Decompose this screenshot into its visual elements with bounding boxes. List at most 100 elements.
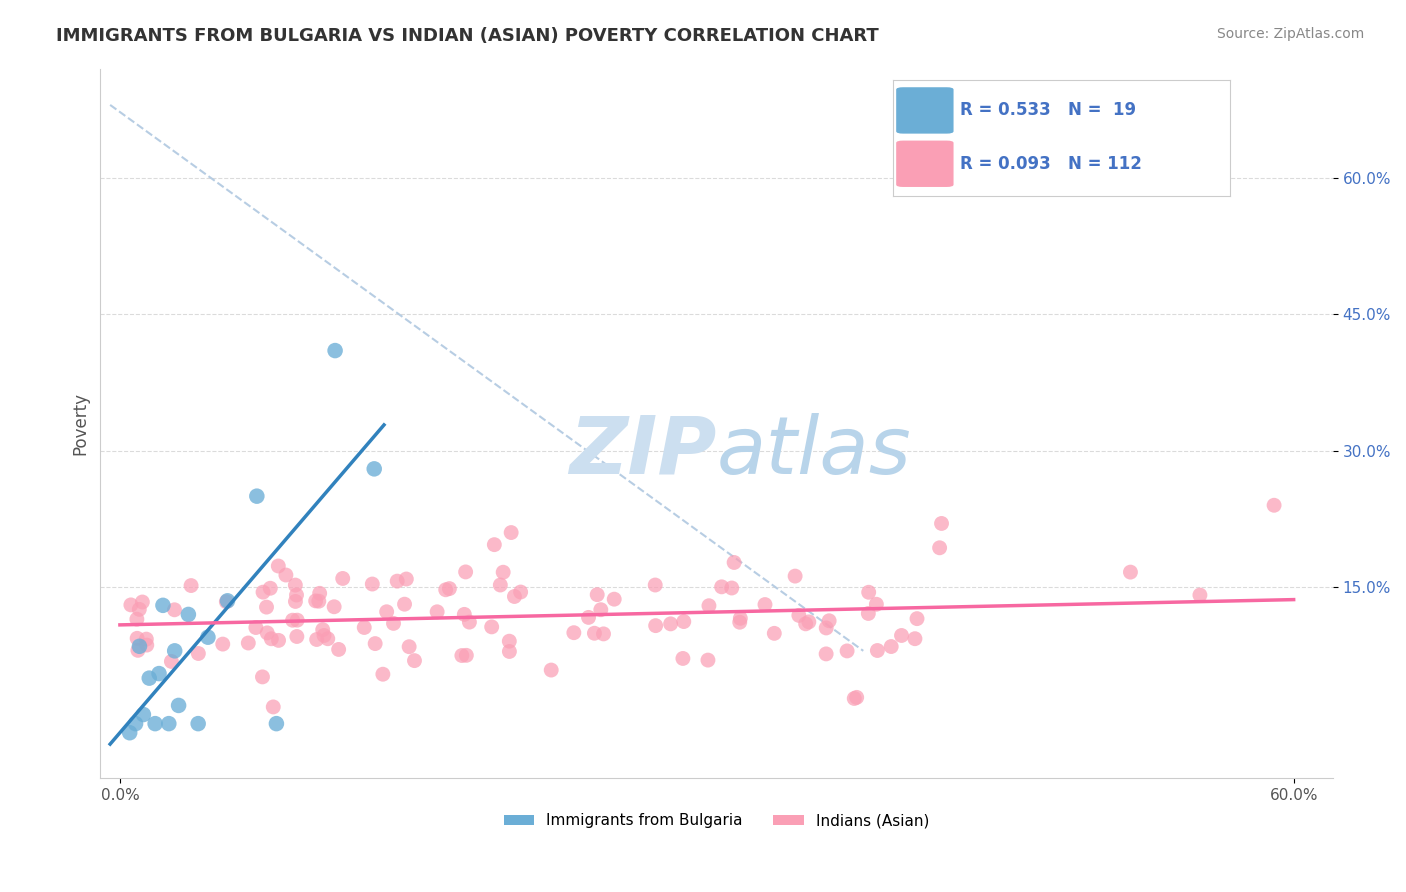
Point xyxy=(143,716,166,731)
Point xyxy=(328,642,350,657)
Point xyxy=(262,700,284,714)
Point xyxy=(361,577,384,591)
FancyBboxPatch shape xyxy=(896,141,953,187)
Point xyxy=(489,578,512,592)
Point xyxy=(905,612,928,626)
Point xyxy=(394,597,416,611)
Point xyxy=(1263,498,1285,512)
Point xyxy=(323,599,346,614)
Point xyxy=(382,616,405,631)
Point xyxy=(458,615,481,629)
Point xyxy=(217,594,239,608)
Point xyxy=(586,588,609,602)
Point xyxy=(880,640,903,654)
Point xyxy=(434,582,457,597)
Point xyxy=(484,538,506,552)
Point xyxy=(267,559,290,574)
Point xyxy=(118,725,141,739)
Point xyxy=(450,648,472,663)
Point xyxy=(858,607,880,621)
Point xyxy=(492,566,515,580)
Point xyxy=(398,640,420,654)
Point xyxy=(904,632,927,646)
Point xyxy=(252,670,274,684)
Text: R = 0.093   N = 112: R = 0.093 N = 112 xyxy=(960,155,1142,173)
Point xyxy=(540,663,562,677)
Point xyxy=(866,643,889,657)
Point xyxy=(127,632,149,646)
Point xyxy=(266,716,288,731)
Point xyxy=(246,489,269,503)
Point xyxy=(211,637,233,651)
Point xyxy=(794,616,817,631)
Point xyxy=(498,634,520,648)
FancyBboxPatch shape xyxy=(896,87,953,134)
Point xyxy=(578,610,600,624)
Point xyxy=(135,638,157,652)
Point xyxy=(439,582,461,596)
Point xyxy=(387,574,409,589)
Point xyxy=(845,690,868,705)
Point xyxy=(127,643,149,657)
Text: IMMIGRANTS FROM BULGARIA VS INDIAN (ASIAN) POVERTY CORRELATION CHART: IMMIGRANTS FROM BULGARIA VS INDIAN (ASIA… xyxy=(56,27,879,45)
Point xyxy=(125,612,148,626)
Point xyxy=(138,671,160,685)
Point xyxy=(562,625,585,640)
Point xyxy=(120,598,142,612)
Point xyxy=(672,615,695,629)
Point xyxy=(245,621,267,635)
Point xyxy=(890,628,912,642)
Point xyxy=(128,640,150,654)
Point xyxy=(644,618,666,632)
Point xyxy=(1188,588,1211,602)
Point xyxy=(498,644,520,658)
Text: Source: ZipAtlas.com: Source: ZipAtlas.com xyxy=(1216,27,1364,41)
Point xyxy=(481,620,503,634)
Point xyxy=(456,648,478,663)
Point xyxy=(152,599,174,613)
Point xyxy=(710,580,733,594)
Point xyxy=(592,627,614,641)
Point xyxy=(720,581,742,595)
Point xyxy=(124,716,146,731)
Point xyxy=(260,632,283,646)
Point xyxy=(603,592,626,607)
Point xyxy=(509,585,531,599)
Point xyxy=(274,568,297,582)
Text: ZIP: ZIP xyxy=(569,413,717,491)
Point xyxy=(454,565,477,579)
Point xyxy=(728,615,751,630)
Point xyxy=(128,602,150,616)
Point xyxy=(835,644,858,658)
Point xyxy=(589,603,612,617)
Point xyxy=(503,590,526,604)
Point xyxy=(305,594,328,608)
Point xyxy=(818,614,841,628)
Point xyxy=(160,655,183,669)
Point xyxy=(252,585,274,599)
Point xyxy=(797,615,820,629)
Point xyxy=(215,595,238,609)
Point xyxy=(858,585,880,599)
Point xyxy=(187,716,209,731)
Point xyxy=(238,636,260,650)
Point xyxy=(285,630,308,644)
Point xyxy=(259,581,281,595)
Point xyxy=(453,607,475,622)
Point xyxy=(177,607,200,622)
Point xyxy=(180,578,202,592)
Point xyxy=(305,632,328,647)
Point xyxy=(131,595,153,609)
Point xyxy=(312,623,335,637)
Point xyxy=(730,611,752,625)
Point xyxy=(267,633,290,648)
Text: R = 0.533   N =  19: R = 0.533 N = 19 xyxy=(960,102,1136,120)
Point xyxy=(157,716,180,731)
Point xyxy=(167,698,190,713)
Text: atlas: atlas xyxy=(717,413,911,491)
Point xyxy=(284,594,307,608)
Y-axis label: Poverty: Poverty xyxy=(72,392,89,455)
Point xyxy=(316,632,339,646)
Point xyxy=(371,667,394,681)
Point xyxy=(931,516,953,531)
